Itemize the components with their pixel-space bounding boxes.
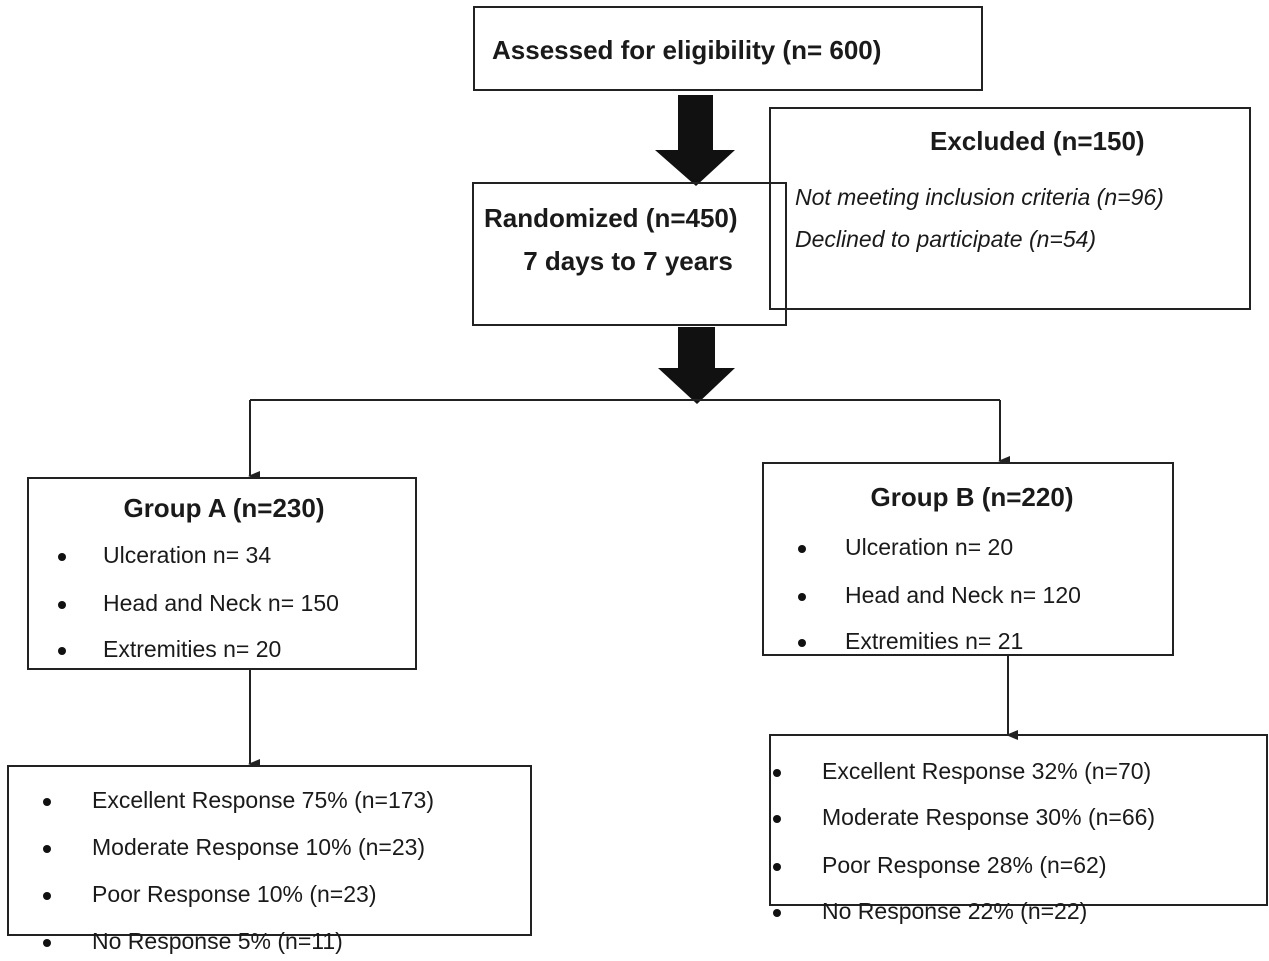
list-item: Excellent Response 75% (n=173) bbox=[92, 787, 434, 813]
bullet bbox=[58, 553, 66, 561]
box-results-a bbox=[7, 765, 532, 936]
group-b-title: Group B (n=220) bbox=[871, 482, 1074, 512]
bullet bbox=[773, 909, 781, 917]
excluded-title: Excluded (n=150) bbox=[930, 126, 1145, 156]
list-item: Poor Response 28% (n=62) bbox=[822, 852, 1106, 878]
assessed-title: Assessed for eligibility (n= 600) bbox=[492, 35, 881, 65]
bullet bbox=[43, 892, 51, 900]
bullet bbox=[798, 639, 806, 647]
arrow bbox=[658, 327, 735, 404]
randomized-subtitle: 7 days to 7 years bbox=[523, 246, 733, 276]
bullet bbox=[58, 601, 66, 609]
bullet bbox=[43, 798, 51, 806]
bullet bbox=[58, 647, 66, 655]
bullet bbox=[773, 863, 781, 871]
box-excluded bbox=[769, 107, 1251, 310]
group-a-title: Group A (n=230) bbox=[123, 493, 324, 523]
randomized-title: Randomized (n=450) bbox=[484, 203, 738, 233]
list-item: Poor Response 10% (n=23) bbox=[92, 881, 376, 907]
list-item: Head and Neck n= 150 bbox=[103, 590, 339, 616]
list-item: Excellent Response 32% (n=70) bbox=[822, 758, 1151, 784]
bullet bbox=[798, 593, 806, 601]
bullet bbox=[773, 769, 781, 777]
list-item: Ulceration n= 34 bbox=[103, 542, 271, 568]
box-assessed bbox=[473, 6, 983, 91]
bullet bbox=[798, 545, 806, 553]
box-results-b bbox=[769, 734, 1268, 906]
bullet bbox=[43, 939, 51, 947]
excluded-item: Declined to participate (n=54) bbox=[795, 226, 1096, 252]
list-item: Extremities n= 20 bbox=[103, 636, 281, 662]
list-item: Moderate Response 10% (n=23) bbox=[92, 834, 425, 860]
box-randomized bbox=[472, 182, 787, 326]
bullet bbox=[43, 845, 51, 853]
arrow bbox=[655, 95, 735, 186]
list-item: No Response 5% (n=11) bbox=[92, 928, 343, 954]
box-group-a bbox=[27, 477, 417, 670]
list-item: Extremities n= 21 bbox=[845, 628, 1023, 654]
list-item: Ulceration n= 20 bbox=[845, 534, 1013, 560]
excluded-item: Not meeting inclusion criteria (n=96) bbox=[795, 184, 1164, 210]
list-item: No Response 22% (n=22) bbox=[822, 898, 1087, 924]
box-group-b bbox=[762, 462, 1174, 656]
list-item: Head and Neck n= 120 bbox=[845, 582, 1081, 608]
list-item: Moderate Response 30% (n=66) bbox=[822, 804, 1155, 830]
bullet bbox=[773, 815, 781, 823]
